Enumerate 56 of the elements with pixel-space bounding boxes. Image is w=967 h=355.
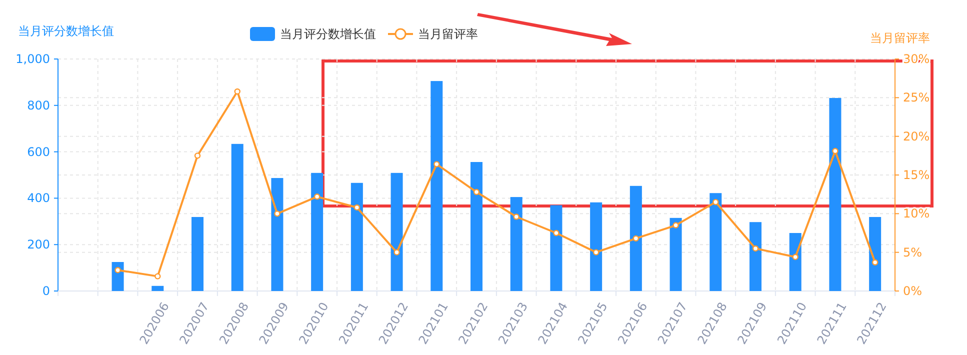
bar <box>311 172 324 291</box>
bar <box>390 172 403 291</box>
y-tick-label: 800 <box>27 98 50 112</box>
point <box>752 245 759 252</box>
point <box>872 259 878 266</box>
y2-tick-label: 10% <box>903 206 930 221</box>
point <box>234 88 240 95</box>
bar <box>829 98 842 291</box>
bar <box>670 218 682 291</box>
y2-axis-title: 当月留评率 <box>870 31 930 45</box>
bar <box>510 197 522 291</box>
y2-tick-label: 25% <box>903 90 930 105</box>
y-tick-label: 1,000 <box>16 52 50 66</box>
bar <box>430 81 443 291</box>
point <box>672 222 679 228</box>
bar <box>192 216 204 291</box>
y-tick-label: 600 <box>27 144 50 159</box>
bar <box>630 186 642 291</box>
y-tick-label: 0 <box>42 284 50 298</box>
point <box>832 148 838 154</box>
point <box>513 214 520 220</box>
point <box>314 194 320 200</box>
point <box>274 210 280 217</box>
point <box>114 267 121 274</box>
y2-tick-label: 0% <box>903 284 922 298</box>
point <box>553 230 560 236</box>
bar <box>590 202 602 291</box>
point <box>154 273 161 280</box>
bar <box>350 182 363 291</box>
y-axis-title: 当月评分数增长值 <box>18 24 114 38</box>
y-tick-label: 400 <box>27 191 50 206</box>
y2-tick-label: 5% <box>903 245 922 260</box>
point <box>434 161 440 168</box>
bar <box>152 286 164 291</box>
legend-label: 当月留评率 <box>418 27 478 41</box>
bar <box>550 205 562 291</box>
y-tick-label: 200 <box>27 238 50 252</box>
bar <box>470 162 482 291</box>
y2-tick-label: 15% <box>903 168 930 182</box>
bar <box>789 233 802 291</box>
bar <box>869 216 882 291</box>
point <box>712 198 719 206</box>
point <box>354 204 360 211</box>
point <box>592 249 600 256</box>
point <box>792 254 798 260</box>
point <box>194 152 201 159</box>
legend-label: 当月评分数增长值 <box>280 27 376 41</box>
point <box>473 188 480 196</box>
point <box>632 235 640 242</box>
bar <box>710 193 722 291</box>
bar <box>271 178 284 291</box>
bar <box>231 144 244 291</box>
y2-tick-label: 20% <box>903 129 930 144</box>
point <box>394 249 400 256</box>
bar <box>750 222 762 291</box>
y2-tick-label: 30% <box>903 52 930 66</box>
